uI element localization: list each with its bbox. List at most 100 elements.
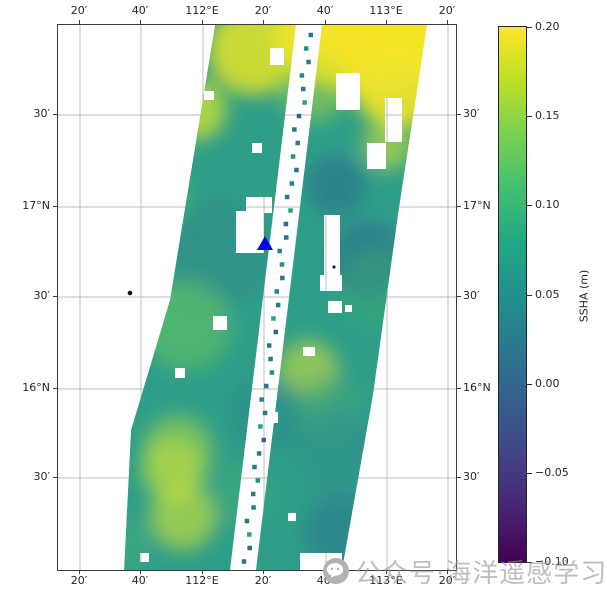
colorbar-tick — [527, 562, 532, 563]
nadir-track-point — [284, 235, 289, 240]
axis-tick-label-bottom: 112°E — [185, 574, 219, 587]
axis-tick-label-left: 30′ — [33, 289, 51, 302]
axis-tick-label-bottom: 40′ — [316, 574, 334, 587]
nadir-track-point — [259, 397, 264, 402]
axis-tick-label-right: 30′ — [463, 289, 480, 302]
axis-tick-label-bottom: 113°E — [369, 574, 403, 587]
axis-tick-label-top: 20′ — [254, 4, 272, 17]
nadir-track-point — [268, 356, 273, 362]
axis-tick-left — [53, 477, 57, 478]
nadir-track-point — [252, 464, 257, 470]
ssha-blob — [298, 412, 388, 502]
axis-tick-top — [386, 20, 387, 24]
ssha-blob — [363, 120, 413, 170]
axis-tick-left — [53, 206, 57, 207]
axis-tick-right — [457, 114, 461, 115]
nadir-track-point — [273, 329, 279, 335]
ssha-blob — [306, 155, 366, 215]
colorbar-tick-label: −0.05 — [535, 465, 569, 479]
axis-tick-right — [457, 206, 461, 207]
colorbar-label: SSHA (m) — [577, 269, 591, 323]
axis-tick-left — [53, 114, 57, 115]
axis-tick-label-right: 17°N — [463, 199, 491, 212]
axis-tick-label-top: 20′ — [438, 4, 456, 17]
nadir-track-point — [251, 505, 256, 510]
axis-tick-label-right: 30′ — [463, 470, 480, 483]
nadir-track-point — [247, 545, 252, 551]
colorbar-tick-label: 0.15 — [535, 109, 560, 123]
nadir-track-point — [306, 59, 311, 65]
ssha-blob — [353, 47, 443, 127]
colorbar-tick-label: 0.10 — [535, 198, 560, 212]
nadir-track-point — [244, 518, 250, 524]
axis-tick-label-bottom: 20′ — [70, 574, 88, 587]
axis-tick-label-bottom: 40′ — [131, 574, 149, 587]
axis-tick-label-top: 20′ — [70, 4, 88, 17]
colorbar-gradient — [498, 26, 527, 563]
nadir-track-point — [296, 113, 302, 119]
nadir-track-point — [288, 208, 293, 213]
ssha-swath — [88, 0, 463, 575]
axis-tick-label-left: 30′ — [33, 470, 51, 483]
axis-tick-label-bottom: 20′ — [438, 574, 456, 587]
axis-tick-right — [457, 296, 461, 297]
axis-tick-right — [457, 477, 461, 478]
ssha-blob — [141, 280, 231, 370]
colorbar-tick — [527, 383, 532, 385]
nadir-track-point — [258, 424, 263, 429]
axis-tick-label-right: 30′ — [463, 107, 480, 120]
axis-tick-label-top: 40′ — [316, 4, 334, 17]
nadir-track-point — [271, 316, 276, 321]
ssha-blob — [150, 484, 216, 550]
axis-tick-label-top: 112°E — [185, 4, 219, 17]
axis-tick-top — [140, 20, 141, 24]
ssha-blob — [143, 415, 213, 485]
colorbar-tick-label: 0.20 — [535, 20, 560, 33]
nadir-track-point — [303, 46, 309, 51]
axis-tick-label-left: 30′ — [33, 107, 51, 120]
triangle-marker — [257, 236, 273, 250]
nadir-track-point — [255, 478, 261, 483]
axis-tick-top — [447, 20, 448, 24]
ssha-blob — [208, 5, 298, 95]
nadir-track-point — [283, 221, 289, 227]
nadir-track-point — [269, 370, 275, 375]
axis-tick-left — [53, 388, 57, 389]
ssha-blob — [303, 497, 373, 567]
black-dot-marker — [127, 290, 133, 296]
axis-tick-top — [202, 20, 203, 24]
nadir-track-point — [261, 437, 266, 443]
nadir-track-point — [299, 73, 305, 78]
axis-tick-label-top: 113°E — [369, 4, 403, 17]
nadir-track-point — [277, 248, 282, 254]
axis-tick-bottom — [447, 570, 448, 574]
colorbar-tick — [527, 27, 532, 28]
small-dot-in-gap — [332, 265, 336, 269]
axis-tick-bottom — [263, 570, 264, 574]
axis-tick-label-right: 16°N — [463, 381, 491, 394]
nadir-track-point — [294, 167, 299, 173]
axis-tick-right — [457, 388, 461, 389]
axis-tick-bottom — [140, 570, 141, 574]
colorbar-tick-label: 0.05 — [535, 287, 560, 301]
colorbar-tick — [527, 116, 532, 118]
axis-tick-left — [53, 296, 57, 297]
ssha-swath-map — [58, 0, 463, 575]
colorbar-tick — [527, 472, 532, 474]
ssha-blob — [228, 375, 308, 455]
axis-tick-label-left: 17°N — [22, 199, 50, 212]
nadir-track-point — [284, 194, 290, 200]
ssha-blob — [208, 465, 268, 525]
nadir-track-point — [290, 154, 296, 159]
ssha-blob — [88, 515, 148, 575]
axis-tick-top — [325, 20, 326, 24]
axis-tick-top — [263, 20, 264, 24]
swath-seam-line — [208, 74, 443, 77]
nadir-track-point — [274, 289, 279, 294]
axis-tick-bottom — [386, 570, 387, 574]
axis-tick-label-top: 40′ — [131, 4, 149, 17]
colorbar-tick — [527, 294, 532, 296]
colorbar-tick-label: −0.10 — [535, 555, 569, 568]
nadir-track-point — [289, 181, 295, 186]
